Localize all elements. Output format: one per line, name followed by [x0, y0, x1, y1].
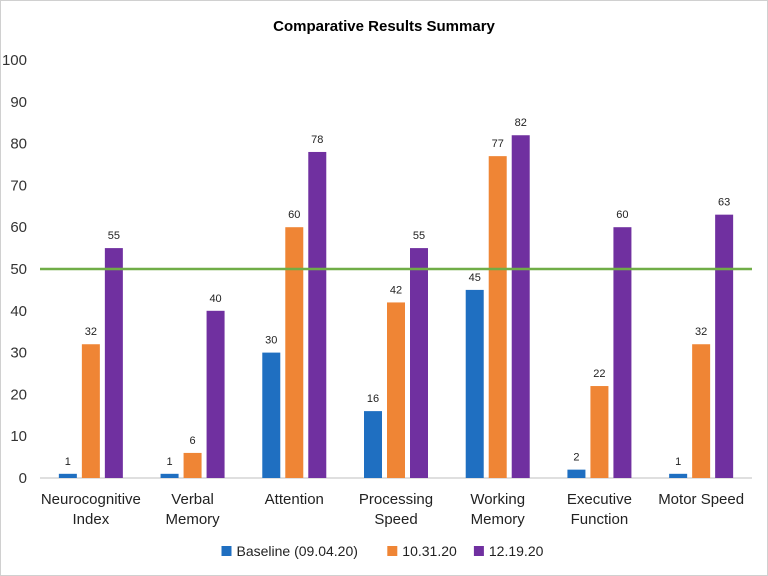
data-label: 55 [108, 230, 120, 242]
category-label: Memory [471, 511, 526, 528]
data-label: 45 [469, 272, 481, 284]
category-label: Index [73, 511, 110, 528]
category-label: Memory [165, 511, 220, 528]
data-label: 82 [515, 117, 527, 129]
bar [81, 344, 100, 478]
legend-swatch [221, 546, 232, 556]
category-label: Verbal [171, 491, 214, 508]
data-label: 77 [492, 138, 504, 150]
bar [410, 248, 428, 478]
category-label: Motor Speed [658, 491, 744, 508]
bar [567, 469, 586, 478]
category-label: Attention [265, 491, 324, 508]
bar [387, 302, 405, 478]
category-label: Working [470, 491, 525, 508]
bar [488, 156, 507, 478]
y-tick-label: 40 [10, 303, 27, 320]
legend-label: 12.19.20 [489, 543, 544, 559]
data-label: 1 [167, 456, 173, 468]
legend-label: 10.31.20 [402, 543, 457, 559]
bar [590, 386, 609, 478]
y-tick-label: 60 [10, 219, 27, 236]
data-label: 32 [85, 326, 97, 338]
bar [160, 473, 179, 478]
bar [104, 248, 123, 478]
legend-label: Baseline (09.04.20) [237, 543, 358, 559]
legend: Baseline (09.04.20) 10.31.20 12.19.20 [221, 543, 544, 559]
chart-title: Comparative Results Summary [273, 18, 495, 35]
category-label: Function [571, 511, 629, 528]
category-label: Neurocognitive [41, 491, 141, 508]
bar [285, 227, 304, 478]
y-tick-label: 50 [10, 261, 27, 278]
y-tick-label: 100 [2, 52, 27, 69]
bar [206, 310, 225, 478]
data-label: 16 [367, 393, 379, 405]
legend-swatch [387, 546, 398, 556]
bar [262, 352, 281, 478]
bar [511, 135, 530, 479]
data-label: 42 [390, 284, 402, 296]
data-label: 1 [675, 456, 681, 468]
y-tick-label: 80 [10, 136, 27, 153]
y-tick-label: 90 [10, 94, 27, 111]
bar [715, 214, 734, 478]
bar [364, 411, 382, 478]
bar [692, 344, 711, 478]
data-label: 1 [65, 456, 71, 468]
data-label: 30 [265, 335, 277, 347]
y-axis-ticks: 0 10 20 30 40 50 60 70 80 90 100 [2, 52, 27, 487]
category-label: Speed [374, 511, 417, 528]
data-label: 22 [593, 368, 605, 380]
legend-swatch [473, 546, 484, 556]
y-tick-label: 30 [10, 345, 27, 362]
y-tick-label: 10 [10, 428, 27, 445]
bar [183, 452, 202, 478]
y-tick-label: 0 [19, 470, 27, 487]
data-label: 60 [288, 209, 300, 221]
y-tick-label: 70 [10, 177, 27, 194]
bar [669, 473, 688, 478]
bar [58, 473, 77, 478]
data-label: 32 [695, 326, 707, 338]
data-label: 63 [718, 197, 730, 209]
bars [58, 135, 734, 479]
data-label: 40 [209, 293, 221, 305]
data-label: 6 [190, 435, 196, 447]
data-label: 55 [413, 230, 425, 242]
data-label: 60 [616, 209, 628, 221]
bar [613, 227, 632, 478]
bar [308, 151, 327, 478]
bar [465, 289, 484, 478]
category-label: Executive [567, 491, 632, 508]
y-tick-label: 20 [10, 386, 27, 403]
data-label: 2 [573, 452, 579, 464]
category-labels: Neurocognitive Index Verbal Memory Attention… [41, 491, 744, 528]
data-label: 78 [311, 134, 323, 146]
category-label: Processing [359, 491, 433, 508]
